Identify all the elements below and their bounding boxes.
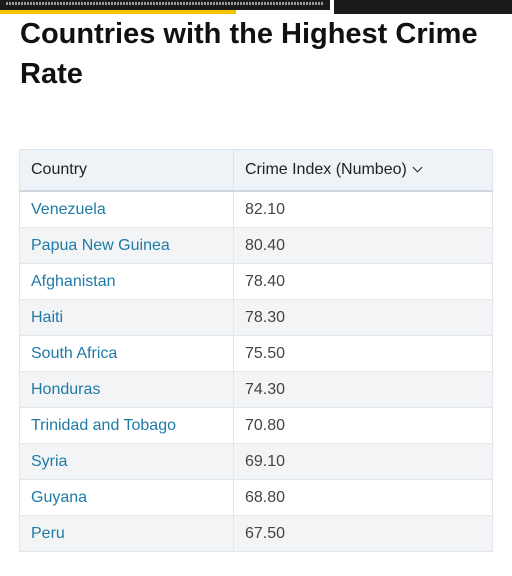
crime-index-cell: 67.50 — [233, 515, 493, 552]
table-row: Afghanistan 78.40 — [19, 263, 493, 300]
country-cell: Honduras — [19, 371, 234, 408]
country-link[interactable]: Venezuela — [31, 200, 106, 218]
crime-index-cell: 80.40 — [233, 227, 493, 264]
crime-index-value: 75.50 — [245, 344, 286, 362]
column-header-label: Crime Index (Numbeo) — [245, 161, 407, 178]
country-cell: Haiti — [19, 299, 234, 336]
country-link[interactable]: South Africa — [31, 344, 118, 362]
column-header-country[interactable]: Country — [19, 149, 234, 192]
country-link[interactable]: Peru — [31, 524, 65, 542]
banner-fine-print — [6, 2, 324, 5]
crime-table: Country Crime Index (Numbeo) Venezuela 8… — [19, 149, 493, 552]
table-row: Peru 67.50 — [19, 515, 493, 552]
table-row: Papua New Guinea 80.40 — [19, 227, 493, 264]
country-link[interactable]: Honduras — [31, 380, 101, 398]
table-row: South Africa 75.50 — [19, 335, 493, 372]
crime-index-cell: 70.80 — [233, 407, 493, 444]
country-link[interactable]: Syria — [31, 452, 68, 470]
crime-index-cell: 69.10 — [233, 443, 493, 480]
crime-index-value: 78.30 — [245, 308, 286, 326]
crime-index-value: 70.80 — [245, 416, 286, 434]
crime-index-value: 74.30 — [245, 380, 286, 398]
country-cell: Guyana — [19, 479, 234, 516]
country-cell: Afghanistan — [19, 263, 234, 300]
country-link[interactable]: Afghanistan — [31, 272, 116, 290]
country-cell: South Africa — [19, 335, 234, 372]
crime-index-cell: 75.50 — [233, 335, 493, 372]
crime-index-value: 67.50 — [245, 524, 286, 542]
column-header-crime-index[interactable]: Crime Index (Numbeo) — [233, 149, 493, 192]
crime-index-value: 78.40 — [245, 272, 286, 290]
country-cell: Venezuela — [19, 190, 234, 228]
table-row: Guyana 68.80 — [19, 479, 493, 516]
chevron-down-icon[interactable] — [412, 162, 423, 173]
crime-index-cell: 82.10 — [233, 190, 493, 228]
crime-index-value: 82.10 — [245, 200, 286, 218]
country-link[interactable]: Trinidad and Tobago — [31, 416, 176, 434]
crime-index-cell: 74.30 — [233, 371, 493, 408]
country-link[interactable]: Guyana — [31, 488, 88, 506]
page-title: Countries with the Highest Crime Rate — [20, 18, 478, 90]
country-cell: Syria — [19, 443, 234, 480]
crime-index-cell: 78.40 — [233, 263, 493, 300]
table-row: Haiti 78.30 — [19, 299, 493, 336]
top-banner-strip — [0, 0, 512, 14]
country-cell: Papua New Guinea — [19, 227, 234, 264]
crime-index-cell: 78.30 — [233, 299, 493, 336]
crime-index-value: 68.80 — [245, 488, 286, 506]
crime-index-value: 80.40 — [245, 236, 286, 254]
crime-table-wrapper: Country Crime Index (Numbeo) Venezuela 8… — [19, 149, 493, 552]
table-row: Syria 69.10 — [19, 443, 493, 480]
banner-ad-left[interactable] — [0, 0, 330, 14]
country-cell: Peru — [19, 515, 234, 552]
table-row: Venezuela 82.10 — [19, 190, 493, 228]
crime-index-cell: 68.80 — [233, 479, 493, 516]
country-link[interactable]: Papua New Guinea — [31, 236, 170, 254]
table-row: Trinidad and Tobago 70.80 — [19, 407, 493, 444]
banner-ad-right[interactable] — [334, 0, 512, 14]
banner-accent-bar — [0, 10, 236, 14]
table-header-row: Country Crime Index (Numbeo) — [19, 149, 493, 192]
table-row: Honduras 74.30 — [19, 371, 493, 408]
country-cell: Trinidad and Tobago — [19, 407, 234, 444]
column-header-label: Country — [31, 161, 88, 178]
country-link[interactable]: Haiti — [31, 308, 64, 326]
crime-index-value: 69.10 — [245, 452, 286, 470]
